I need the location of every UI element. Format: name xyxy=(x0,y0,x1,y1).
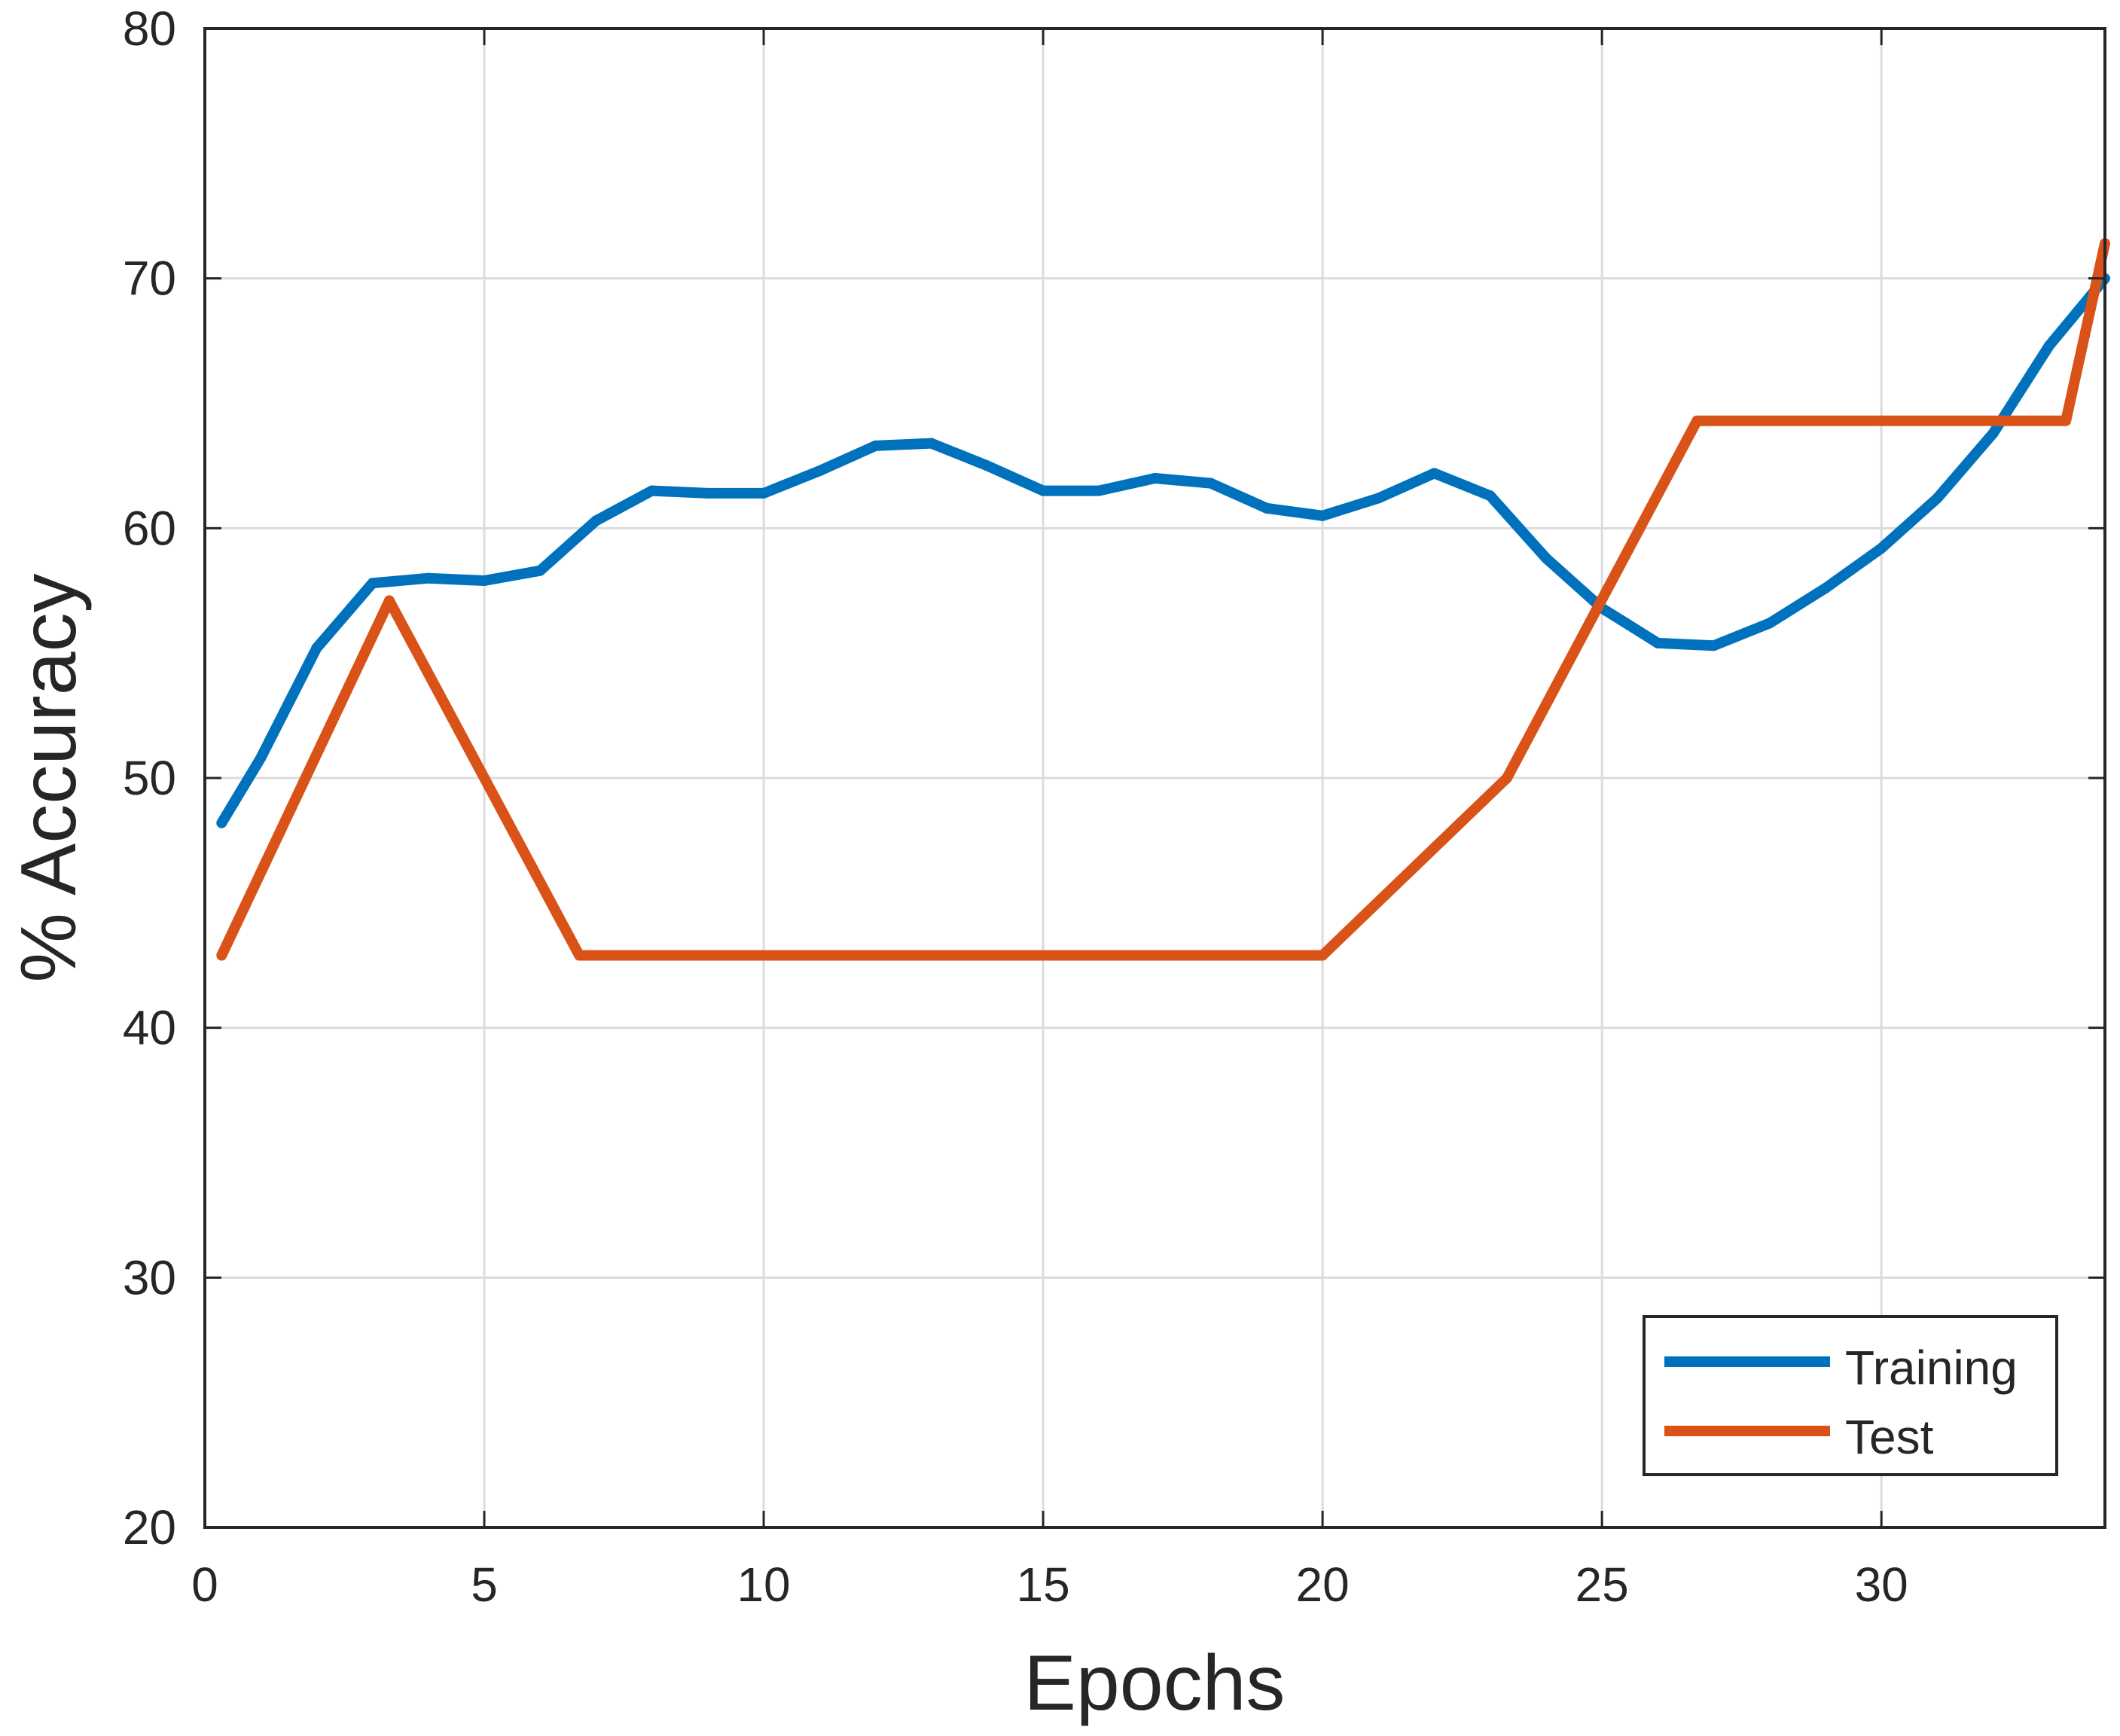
data-point-training xyxy=(1038,485,1049,496)
data-point-training xyxy=(1373,493,1384,504)
data-point-training xyxy=(870,440,881,451)
y-tick-label: 60 xyxy=(123,501,176,555)
data-point-test xyxy=(1502,773,1512,783)
data-point-training xyxy=(535,565,546,576)
y-tick-label: 70 xyxy=(123,252,176,306)
data-point-training xyxy=(814,465,825,477)
data-point-training xyxy=(216,817,227,828)
data-point-training xyxy=(255,752,267,764)
data-point-training xyxy=(2043,340,2054,352)
data-point-training xyxy=(311,642,322,654)
y-tick-label: 30 xyxy=(123,1250,176,1304)
data-point-training xyxy=(926,438,937,449)
data-point-training xyxy=(702,487,713,499)
data-point-training xyxy=(1987,428,1999,439)
data-point-test xyxy=(574,950,585,961)
series-lines xyxy=(216,238,2110,961)
data-point-training xyxy=(1652,637,1664,648)
data-point-training xyxy=(646,485,657,496)
data-point-training xyxy=(1820,582,1831,593)
series-line-test xyxy=(216,242,2110,961)
legend-label-training: Training xyxy=(1845,1341,2018,1395)
data-point-training xyxy=(1932,493,1943,504)
x-tick-label: 20 xyxy=(1296,1558,1350,1612)
data-point-training xyxy=(1149,473,1161,484)
data-point-test xyxy=(2061,415,2072,426)
data-point-training xyxy=(1764,618,1775,629)
data-point-training xyxy=(1876,542,1887,554)
x-tick-label: 0 xyxy=(191,1558,218,1612)
y-tick-label: 40 xyxy=(123,1001,176,1055)
data-point-training xyxy=(1094,485,1105,496)
data-point-training xyxy=(981,460,993,471)
data-point-test xyxy=(1317,950,1328,961)
x-tick-label: 5 xyxy=(471,1558,498,1612)
legend-label-test: Test xyxy=(1845,1410,1934,1464)
data-point-training xyxy=(1484,490,1496,502)
x-axis-label: Epochs xyxy=(1024,1640,1286,1727)
data-point-training xyxy=(479,575,490,586)
data-point-training xyxy=(1205,477,1216,489)
data-point-training xyxy=(1261,502,1272,514)
x-tick-label: 10 xyxy=(737,1558,790,1612)
legend-box xyxy=(1643,1315,2058,1476)
x-tick-label: 30 xyxy=(1855,1558,1908,1612)
y-tick-label: 50 xyxy=(123,751,176,805)
y-tick-label: 80 xyxy=(123,2,176,56)
data-point-training xyxy=(367,578,378,589)
data-point-training xyxy=(1317,510,1328,521)
legend[interactable]: Training Test xyxy=(1643,1315,2058,1476)
data-point-test xyxy=(216,950,227,961)
y-axis-label: % Accuracy xyxy=(5,573,93,982)
data-point-training xyxy=(1429,468,1440,479)
tick-labels: 0 5 10 15 20 25 30 20 30 40 50 60 70 80 xyxy=(123,2,2105,1612)
data-point-training xyxy=(1540,553,1551,564)
data-point-training xyxy=(590,515,602,526)
x-tick-label: 25 xyxy=(1576,1558,1629,1612)
data-point-test xyxy=(383,595,395,606)
y-tick-label: 20 xyxy=(123,1500,176,1554)
data-point-test xyxy=(1691,415,1703,426)
data-point-training xyxy=(758,487,770,499)
data-point-training xyxy=(422,572,434,584)
data-point-training xyxy=(1708,640,1719,651)
x-tick-label: 15 xyxy=(1016,1558,1069,1612)
